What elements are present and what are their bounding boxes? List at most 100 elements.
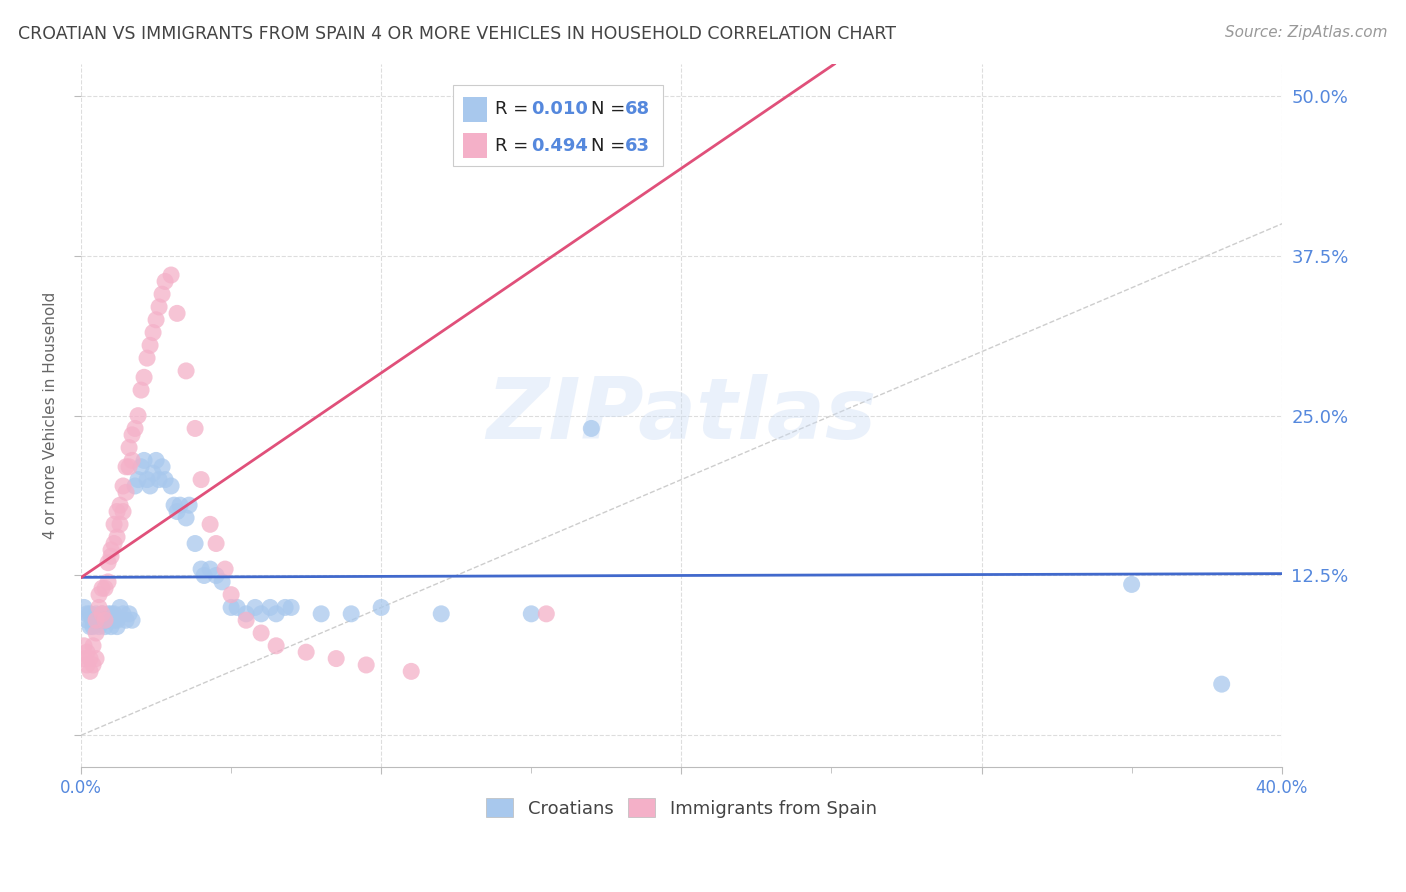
Point: [1121, 577, 1143, 591]
Point: [82, 639, 104, 653]
Point: [82, 619, 104, 633]
Text: Source: ZipAtlas.com: Source: ZipAtlas.com: [1225, 25, 1388, 40]
Point: [177, 498, 200, 512]
Point: [79, 651, 101, 665]
Point: [129, 459, 152, 474]
Point: [108, 600, 131, 615]
Point: [169, 498, 191, 512]
Point: [153, 274, 176, 288]
Point: [274, 600, 297, 615]
Point: [76, 613, 98, 627]
Point: [94, 619, 117, 633]
FancyBboxPatch shape: [453, 85, 664, 166]
Point: [91, 607, 114, 621]
Point: [198, 562, 221, 576]
Point: [87, 619, 110, 633]
Point: [103, 607, 125, 621]
Point: [370, 600, 392, 615]
Point: [87, 613, 110, 627]
Point: [76, 607, 98, 621]
Point: [325, 651, 347, 665]
Point: [94, 613, 117, 627]
Point: [142, 466, 165, 480]
Point: [105, 530, 128, 544]
Point: [226, 600, 249, 615]
Point: [193, 568, 215, 582]
Point: [103, 613, 125, 627]
Point: [97, 607, 120, 621]
Point: [97, 574, 120, 589]
Point: [115, 459, 138, 474]
Point: [112, 479, 135, 493]
Point: [163, 498, 186, 512]
Point: [84, 613, 107, 627]
Point: [136, 351, 159, 365]
Point: [112, 607, 135, 621]
Point: [87, 600, 110, 615]
Point: [250, 626, 273, 640]
Point: [115, 613, 138, 627]
Point: [309, 607, 332, 621]
Point: [124, 479, 146, 493]
Point: [103, 517, 125, 532]
Point: [76, 645, 98, 659]
Point: [118, 607, 141, 621]
Point: [118, 459, 141, 474]
Text: R =: R =: [495, 100, 534, 119]
Point: [190, 562, 212, 576]
Point: [105, 613, 128, 627]
Point: [148, 300, 170, 314]
Point: [82, 613, 104, 627]
Point: [84, 651, 107, 665]
Point: [127, 473, 149, 487]
Point: [105, 619, 128, 633]
Point: [84, 613, 107, 627]
Point: [73, 639, 96, 653]
Point: [280, 600, 302, 615]
Point: [166, 306, 188, 320]
Point: [166, 504, 188, 518]
Point: [91, 613, 114, 627]
Point: [115, 485, 138, 500]
Point: [190, 473, 212, 487]
Point: [145, 453, 167, 467]
Point: [79, 665, 101, 679]
Y-axis label: 4 or more Vehicles in Household: 4 or more Vehicles in Household: [44, 292, 58, 540]
Text: 0.010: 0.010: [531, 100, 588, 119]
Point: [219, 588, 242, 602]
Point: [536, 607, 558, 621]
Legend: Croatians, Immigrants from Spain: Croatians, Immigrants from Spain: [479, 791, 884, 825]
Point: [76, 657, 98, 672]
Point: [82, 657, 104, 672]
Point: [184, 421, 207, 435]
Point: [127, 409, 149, 423]
Point: [219, 600, 242, 615]
Point: [205, 568, 228, 582]
Point: [214, 562, 236, 576]
Point: [105, 504, 128, 518]
Point: [73, 651, 96, 665]
Point: [198, 517, 221, 532]
Point: [145, 312, 167, 326]
Point: [354, 657, 377, 672]
Point: [205, 536, 228, 550]
Point: [136, 473, 159, 487]
Point: [235, 607, 257, 621]
Point: [295, 645, 318, 659]
Point: [150, 459, 173, 474]
Point: [100, 619, 122, 633]
Point: [184, 536, 207, 550]
Point: [87, 588, 110, 602]
Point: [211, 574, 233, 589]
Point: [259, 600, 281, 615]
Point: [139, 338, 162, 352]
Point: [129, 383, 152, 397]
Point: [132, 453, 155, 467]
Text: R =: R =: [495, 136, 534, 154]
Point: [150, 287, 173, 301]
Text: 68: 68: [624, 100, 650, 119]
Point: [100, 549, 122, 564]
Point: [91, 581, 114, 595]
Text: ZIPatlas: ZIPatlas: [486, 374, 876, 458]
Point: [153, 473, 176, 487]
